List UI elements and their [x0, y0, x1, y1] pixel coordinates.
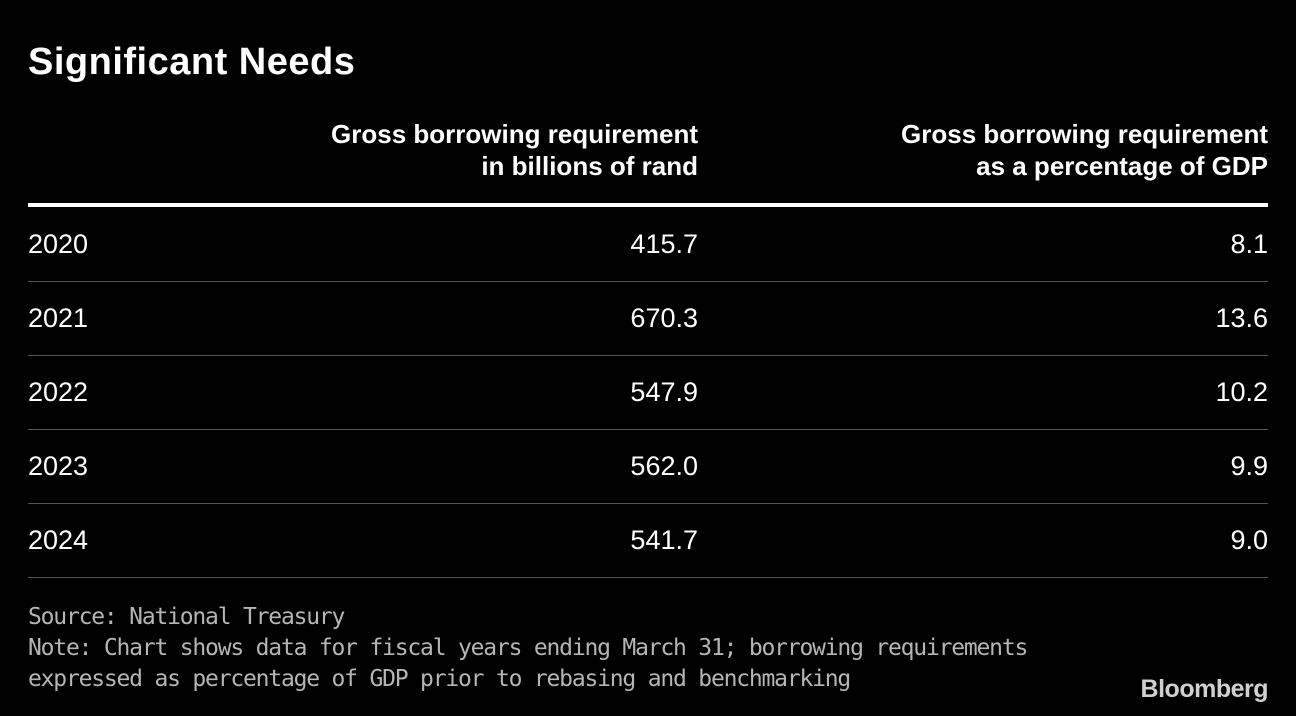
note-line: Note: Chart shows data for fiscal years … [28, 635, 1028, 661]
year-cell: 2023 [28, 451, 89, 481]
pct-gdp-cell: 9.0 [1230, 525, 1268, 555]
column-header-line: Gross borrowing requirement [331, 119, 698, 149]
table-row: 2024 541.7 9.0 [28, 503, 1268, 578]
year-cell: 2024 [28, 525, 89, 555]
borrowing-rand-cell: 541.7 [630, 525, 698, 555]
year-cell: 2022 [28, 377, 89, 407]
header-divider [28, 203, 1268, 207]
chart-title: Significant Needs [28, 41, 356, 83]
borrowing-rand-cell: 547.9 [630, 377, 698, 407]
borrowing-rand-cell: 670.3 [630, 303, 698, 333]
column-header-borrowing-pct-gdp: Gross borrowing requirement as a percent… [901, 118, 1268, 182]
column-header-line: Gross borrowing requirement [901, 119, 1268, 149]
column-header-line: in billions of rand [481, 151, 698, 181]
year-cell: 2020 [28, 229, 89, 259]
pct-gdp-cell: 9.9 [1230, 451, 1268, 481]
bloomberg-logo: Bloomberg [1140, 675, 1269, 703]
footnotes: Source: National Treasury Note: Chart sh… [28, 602, 1028, 695]
column-header-borrowing-rand: Gross borrowing requirement in billions … [331, 118, 698, 182]
table-row: 2021 670.3 13.6 [28, 281, 1268, 356]
borrowing-rand-cell: 562.0 [630, 451, 698, 481]
pct-gdp-cell: 10.2 [1215, 377, 1268, 407]
table-row: 2023 562.0 9.9 [28, 429, 1268, 504]
table-row: 2020 415.7 8.1 [28, 207, 1268, 282]
column-header-line: as a percentage of GDP [976, 151, 1268, 181]
source-note: Source: National Treasury [28, 604, 345, 630]
pct-gdp-cell: 8.1 [1230, 229, 1268, 259]
pct-gdp-cell: 13.6 [1215, 303, 1268, 333]
year-cell: 2021 [28, 303, 89, 333]
table-row: 2022 547.9 10.2 [28, 355, 1268, 430]
note-line: expressed as percentage of GDP prior to … [28, 666, 851, 692]
borrowing-rand-cell: 415.7 [630, 229, 698, 259]
